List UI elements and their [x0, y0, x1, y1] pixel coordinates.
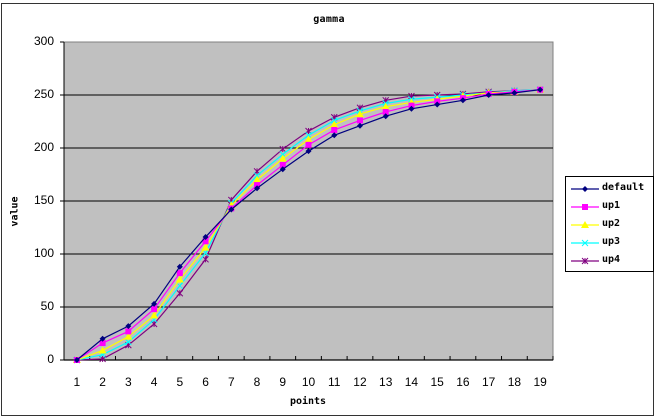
legend-label: default	[602, 182, 645, 193]
series-default	[73, 86, 544, 363]
x-tick-label: 3	[124, 375, 132, 389]
y-tick-label: 300	[33, 34, 54, 48]
x-tick-label: 17	[481, 375, 496, 389]
legend-swatch-icon	[571, 204, 599, 210]
x-tick-label: 2	[99, 375, 106, 389]
x-tick-label: 8	[253, 375, 261, 389]
legend-label: up4	[602, 254, 621, 265]
legend-item-up3: up3	[566, 234, 654, 252]
x-tick-label: 10	[301, 375, 316, 389]
y-tick-label: 50	[40, 299, 54, 313]
x-tick-label: 6	[202, 375, 209, 389]
x-tick-label: 9	[279, 375, 287, 389]
x-tick-label: 14	[404, 375, 419, 389]
x-tick-label: 18	[507, 375, 522, 389]
x-axis-label: points	[289, 396, 327, 407]
x-tick-label: 19	[533, 375, 547, 389]
x-tick-label: 11	[328, 375, 341, 389]
y-tick-label: 0	[47, 352, 54, 366]
y-tick-label: 200	[33, 140, 54, 154]
x-tick-label: 7	[227, 375, 235, 389]
y-tick-label: 100	[33, 246, 54, 260]
legend-item-up1: up1	[566, 198, 654, 216]
x-tick-label: 4	[150, 375, 158, 389]
x-tick-label: 13	[379, 375, 393, 389]
x-tick-label: 1	[73, 375, 81, 389]
legend-label: up3	[602, 236, 621, 247]
y-tick-label: 250	[33, 87, 54, 101]
x-tick-label: 12	[353, 375, 367, 389]
y-axis-label: value	[9, 196, 21, 227]
legend-label: up1	[602, 200, 621, 211]
x-tick-label: 5	[176, 375, 184, 389]
x-tick-label: 15	[430, 375, 444, 389]
chart-title: gamma	[313, 14, 345, 25]
y-tick-label: 150	[33, 193, 54, 207]
legend-swatch-icon	[571, 186, 599, 192]
legend-swatch-icon	[571, 221, 599, 228]
legend-label: up2	[602, 218, 621, 229]
legend: default up1 up2 up3 up4	[565, 176, 654, 272]
legend-item-up4: up4	[566, 252, 654, 270]
legend-swatch-icon	[571, 257, 599, 265]
legend-item-default: default	[566, 180, 654, 198]
legend-swatch-icon	[571, 239, 599, 247]
x-tick-label: 16	[456, 375, 470, 389]
legend-item-up2: up2	[566, 216, 654, 234]
